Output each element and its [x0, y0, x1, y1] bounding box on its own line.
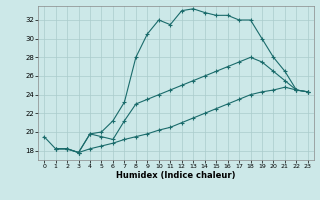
X-axis label: Humidex (Indice chaleur): Humidex (Indice chaleur) [116, 171, 236, 180]
